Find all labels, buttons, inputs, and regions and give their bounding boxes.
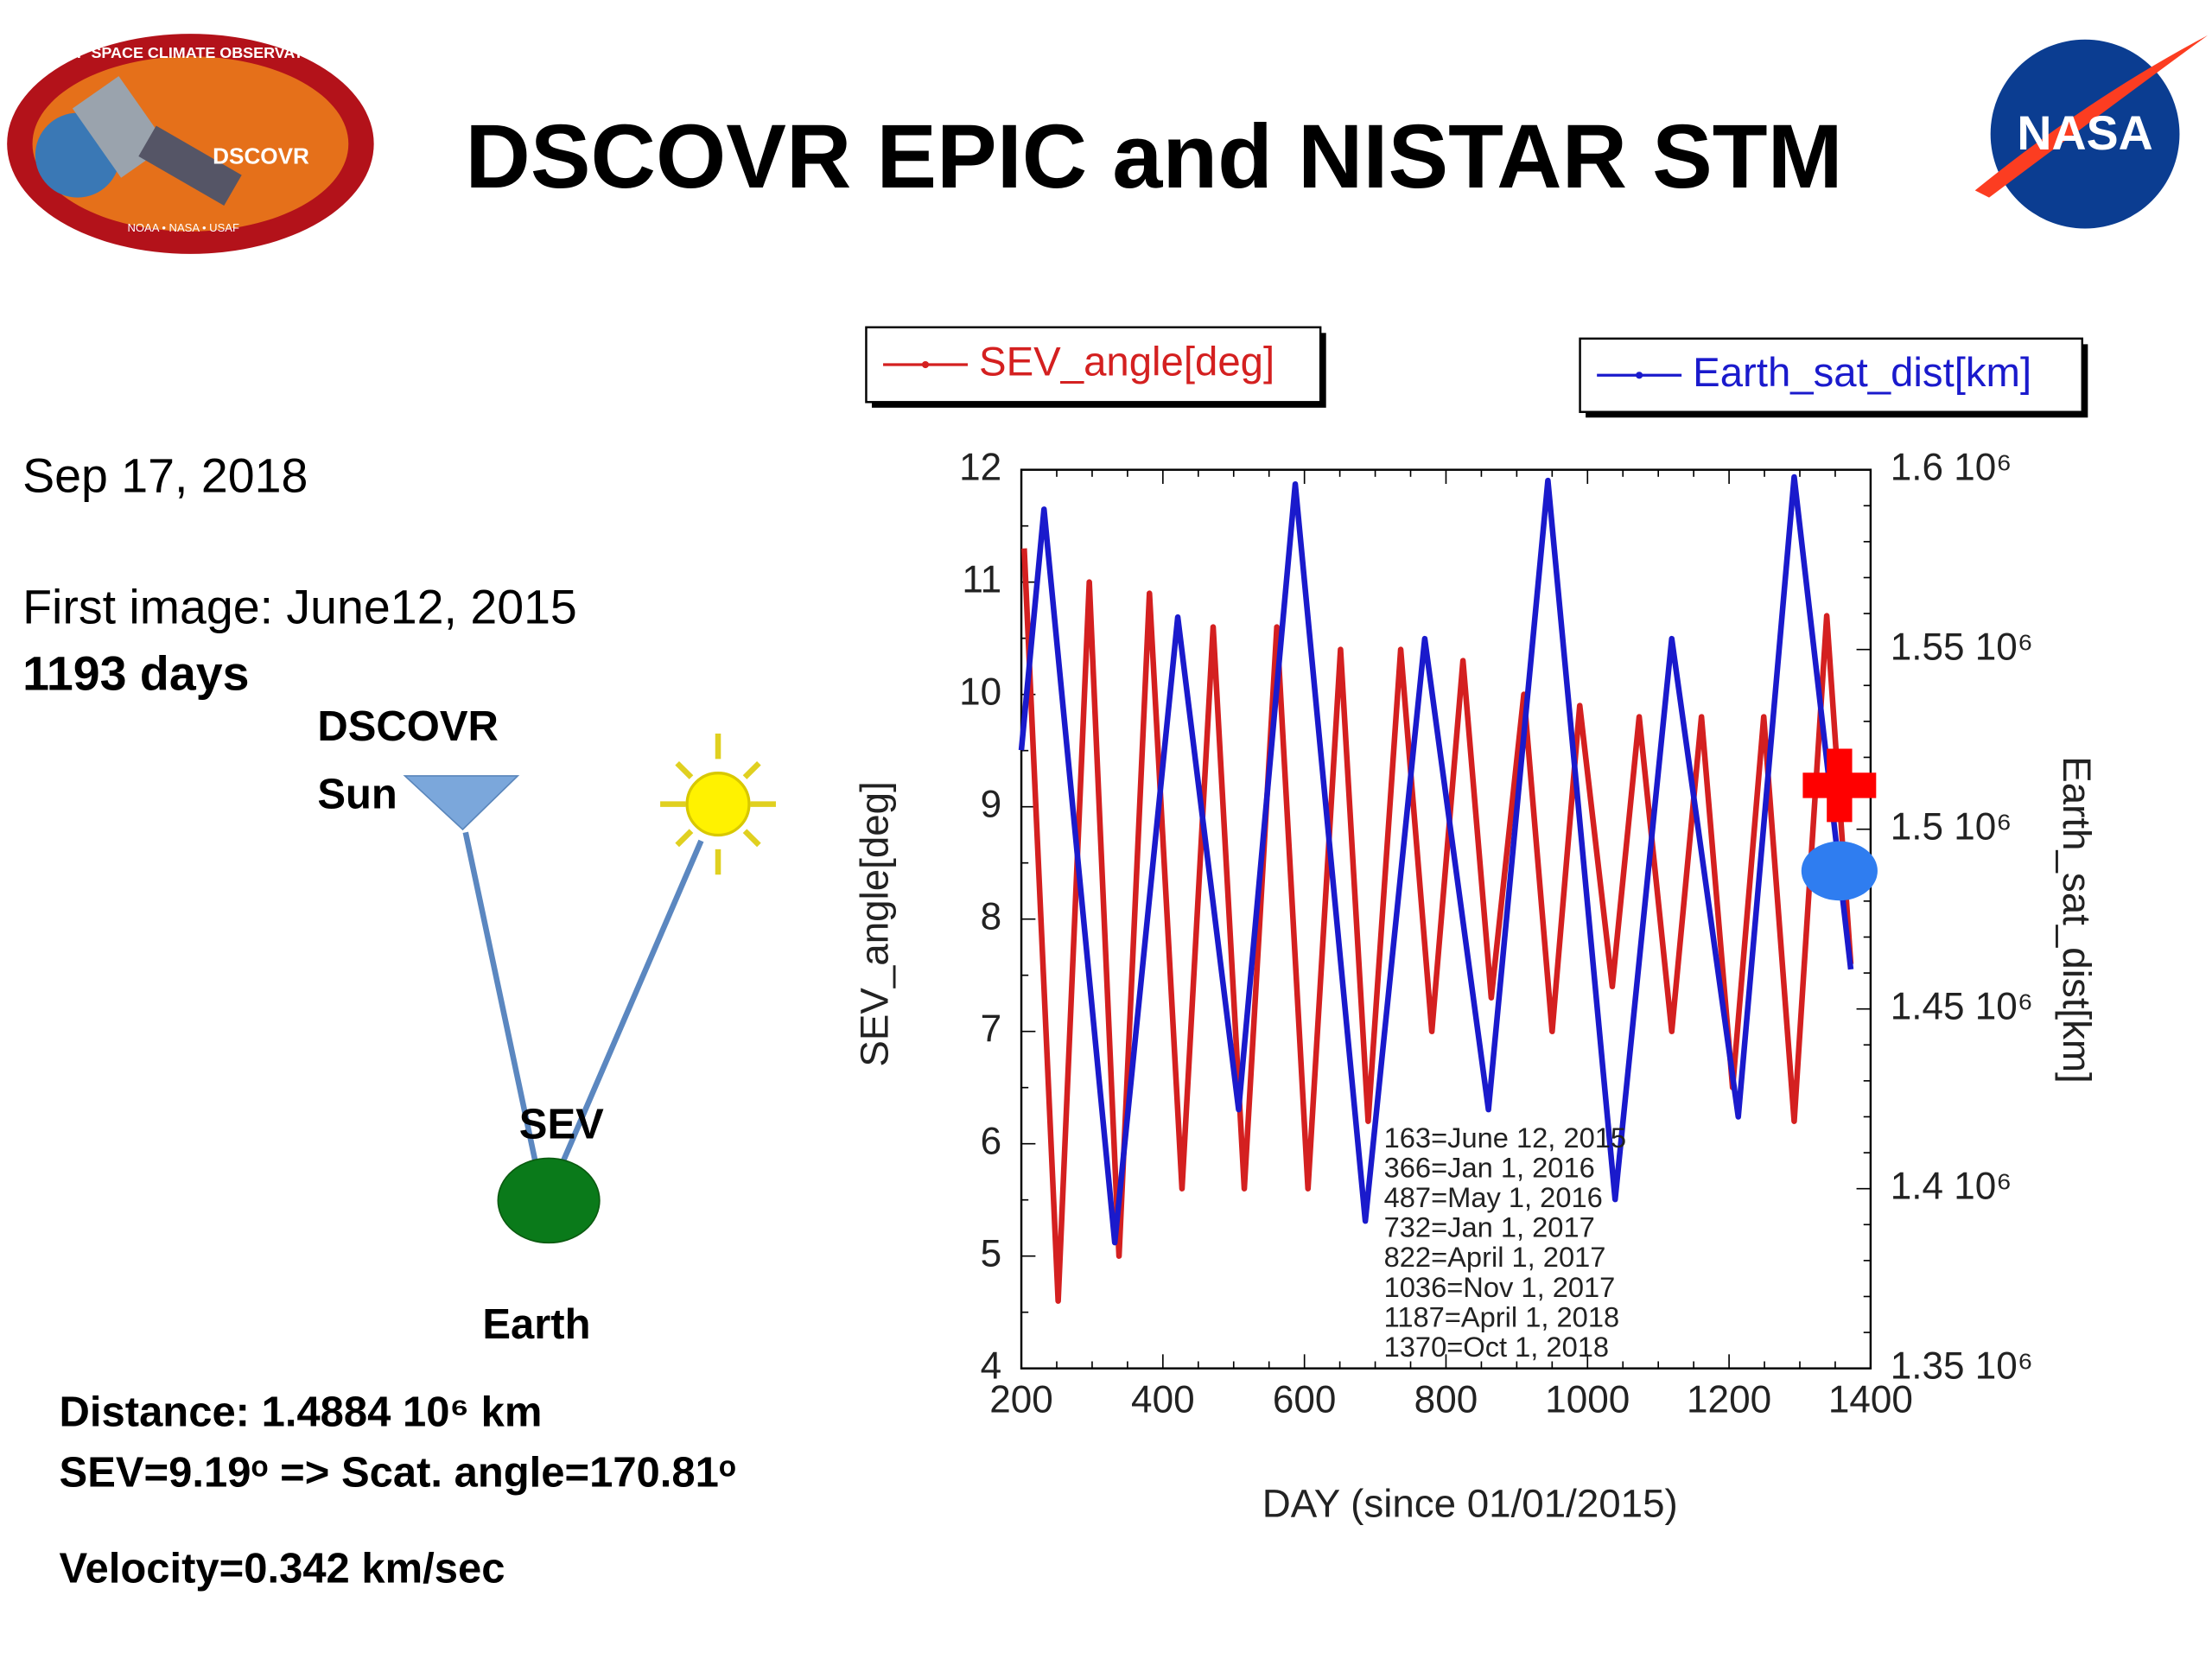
annotation-line: 163=June 12, 2015 (1384, 1122, 1626, 1154)
legend-dot (1636, 372, 1643, 379)
summary-velocity: Velocity=0.342 km/sec (60, 1546, 505, 1592)
annotation-line: 1187=April 1, 2018 (1384, 1300, 1620, 1332)
x-tick-label: 200 (989, 1378, 1053, 1421)
logo-ring-text: DEEP SPACE CLIMATE OBSERVATORY (45, 44, 336, 61)
sev-label: SEV (519, 1101, 604, 1147)
series-line (1021, 548, 1854, 1304)
y2-tick-label: 1.55 10⁶ (1891, 626, 2033, 668)
annotation-line: 1036=Nov 1, 2017 (1384, 1271, 1616, 1303)
dscovr-logo: DEEP SPACE CLIMATE OBSERVATORY DSCOVR NO… (7, 34, 374, 254)
x-tick-label: 800 (1414, 1378, 1478, 1421)
y-tick-label: 4 (981, 1344, 1002, 1387)
sun-label: Sun (317, 771, 397, 817)
nasa-text: NASA (2017, 106, 2152, 160)
y-tick-label: 9 (981, 783, 1002, 825)
earth-label: Earth (482, 1301, 590, 1348)
x-tick-label: 600 (1273, 1378, 1337, 1421)
y-tick-label: 8 (981, 895, 1002, 938)
y2-tick-label: 1.6 10⁶ (1891, 446, 2012, 488)
y2-tick-label: 1.4 10⁶ (1891, 1165, 2012, 1207)
satellite-label: DSCOVR (317, 703, 499, 750)
annotation-line: 366=Jan 1, 2016 (1384, 1151, 1595, 1183)
date-text: Sep 17, 2018 (22, 449, 308, 503)
y2-tick-label: 1.35 10⁶ (1891, 1344, 2033, 1387)
y-axis-label: SEV_angle[deg] (853, 781, 897, 1066)
sun-line (558, 839, 704, 1166)
slide-title: DSCOVR EPIC and NISTAR STM (465, 106, 1842, 207)
summary-distance: Distance: 1.4884 10⁶ km (60, 1389, 543, 1435)
current-sev-marker (1802, 748, 1877, 823)
satellite-icon (403, 775, 520, 831)
legend-dot (921, 360, 930, 369)
legend-label: Earth_sat_dist[km] (1693, 350, 2031, 396)
days-text: 1193 days (22, 646, 249, 700)
sev-diagram: DSCOVR Sun SEV Earth (317, 703, 776, 1348)
x-tick-label: 1200 (1687, 1378, 1771, 1421)
summary-sev: SEV=9.19ᵒ => Scat. angle=170.81ᵒ (60, 1450, 736, 1497)
y-tick-label: 10 (959, 671, 1001, 713)
y-tick-label: 6 (981, 1120, 1002, 1162)
sun-icon (685, 772, 751, 837)
x-axis-label: DAY (since 01/01/2015) (1262, 1482, 1678, 1526)
annotation-line: 487=May 1, 2016 (1384, 1181, 1603, 1213)
sun-rays (660, 733, 776, 875)
x-tick-label: 400 (1131, 1378, 1195, 1421)
y-tick-label: 5 (981, 1232, 1002, 1274)
y2-axis-label: Earth_sat_dist[km] (2055, 756, 2099, 1083)
sat-line (462, 831, 539, 1166)
logo-name: DSCOVR (213, 143, 309, 169)
nasa-logo: NASA (1974, 35, 2209, 229)
annotation-line: 1370=Oct 1, 2018 (1384, 1331, 1609, 1363)
series-line (1018, 474, 1854, 1246)
legend-label: SEV_angle[deg] (979, 340, 1274, 385)
x-tick-label: 1000 (1545, 1378, 1630, 1421)
x-tick-label: 1400 (1828, 1378, 1913, 1421)
current-dist-marker (1801, 841, 1878, 901)
first-image-text: First image: June12, 2015 (22, 581, 577, 634)
logo-footer: NOAA • NASA • USAF (127, 221, 239, 234)
y-tick-label: 12 (959, 446, 1001, 488)
earth-icon (497, 1157, 601, 1244)
y-tick-label: 11 (962, 558, 1001, 601)
y2-tick-label: 1.45 10⁶ (1891, 985, 2033, 1027)
y-tick-label: 7 (981, 1007, 1002, 1050)
annotation-line: 822=April 1, 2017 (1384, 1241, 1606, 1273)
chart: 200 400 600 800 1000 1200 1400 4 5 6 7 8 9 10 11 12 1.35… (853, 326, 2099, 1526)
annotation-line: 732=Jan 1, 2017 (1384, 1211, 1595, 1243)
y2-tick-label: 1.5 10⁶ (1891, 805, 2012, 848)
